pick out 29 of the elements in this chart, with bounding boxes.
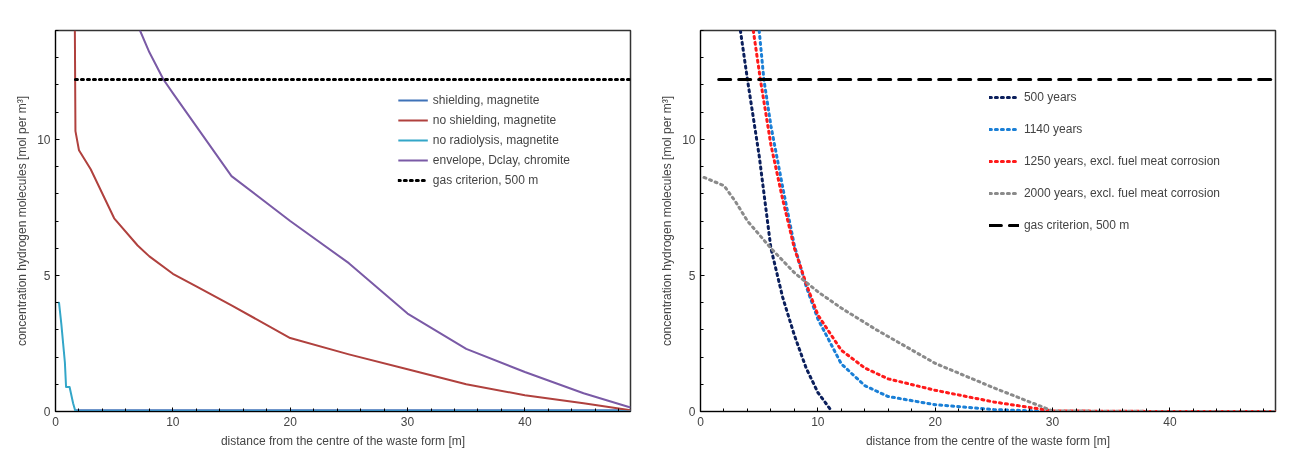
y-tick-label: 5 bbox=[688, 268, 696, 283]
x-tick-label: 10 bbox=[811, 414, 825, 429]
x-tick-label: 40 bbox=[1163, 414, 1177, 429]
legend-label: no shielding, magnetite bbox=[432, 113, 557, 127]
y-tick-label: 0 bbox=[43, 405, 51, 419]
legend-label: shielding, magnetite bbox=[432, 93, 540, 107]
legend-label: 1140 years bbox=[1023, 121, 1083, 138]
x-tick-label: 20 bbox=[928, 414, 943, 429]
legend-label: gas criterion, 500 m bbox=[1023, 217, 1130, 234]
legend-label: 500 years bbox=[1023, 89, 1077, 106]
x-tick-label: 40 bbox=[518, 414, 532, 429]
x-tick-label: 30 bbox=[400, 414, 415, 429]
legend-label: 2000 years, excl. fuel meat corrosion bbox=[1023, 185, 1220, 202]
x-tick-label: 10 bbox=[166, 414, 180, 429]
y-tick-label: 5 bbox=[43, 268, 51, 283]
legend-label: envelope, Dclay, chromite bbox=[432, 153, 570, 167]
y-tick-label: 10 bbox=[37, 132, 51, 147]
legend-label: no radiolysis, magnetite bbox=[432, 133, 559, 147]
x-axis-title: distance from the centre of the waste form [m] bbox=[220, 433, 466, 448]
legend-label: gas criterion, 500 m bbox=[432, 173, 539, 187]
x-tick-label: 20 bbox=[283, 414, 298, 429]
y-tick-label: 10 bbox=[682, 132, 696, 147]
x-tick-label: 30 bbox=[1045, 414, 1060, 429]
legend-label: 1250 years, excl. fuel meat corrosion bbox=[1023, 153, 1220, 170]
y-axis-title: concentration hydrogen molecules [mol per m³] bbox=[15, 95, 30, 347]
y-tick-label: 0 bbox=[688, 405, 696, 419]
line-series bbox=[738, 30, 834, 412]
x-axis-title: distance from the centre of the waste form [m] bbox=[865, 433, 1111, 448]
y-axis-title: concentration hydrogen molecules [mol per m³] bbox=[660, 95, 675, 347]
